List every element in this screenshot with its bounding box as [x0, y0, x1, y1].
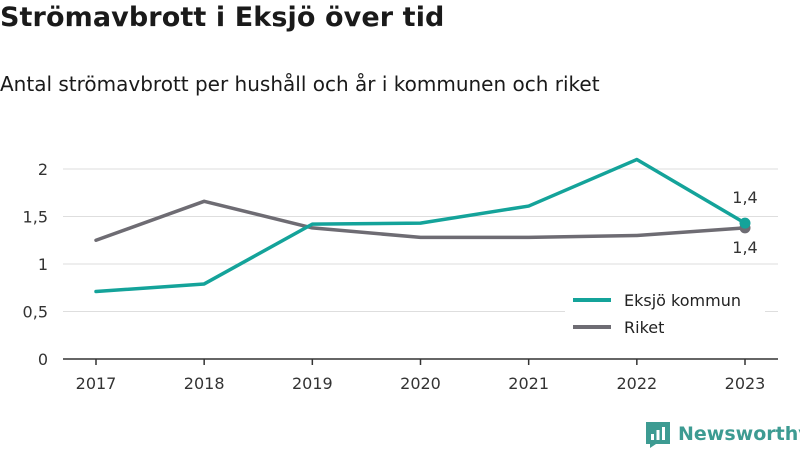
- y-tick-label: 0: [38, 350, 48, 369]
- legend-label-0: Eksjö kommun: [624, 291, 741, 310]
- y-tick-label: 1: [38, 255, 48, 274]
- x-tick-label: 2018: [184, 374, 225, 393]
- legend-box: [565, 284, 765, 344]
- y-tick-label: 1,5: [23, 208, 48, 227]
- end-label-1: 1,4: [732, 238, 757, 257]
- y-tick-label: 2: [38, 160, 48, 179]
- chart-subtitle: Antal strömavbrott per hushåll och år i …: [0, 72, 600, 96]
- x-axis: 2017 2018 2019 2020 2021 2022 2023: [63, 358, 778, 393]
- end-label-0: 1,4: [732, 188, 757, 207]
- x-tick-label: 2019: [292, 374, 333, 393]
- legend-label-1: Riket: [624, 318, 664, 337]
- x-tick-label: 2020: [400, 374, 441, 393]
- y-tick-label: 0,5: [23, 303, 48, 322]
- series-line-1: [94, 199, 747, 242]
- legend: Eksjö kommun Riket: [565, 284, 765, 344]
- series-lines: [94, 157, 751, 294]
- x-tick-label: 2023: [725, 374, 766, 393]
- brand-logo: Newsworthy: [644, 419, 800, 449]
- x-tick-label: 2017: [76, 374, 117, 393]
- x-tick-label: 2021: [508, 374, 549, 393]
- brand-name: Newsworthy: [678, 423, 800, 445]
- series-end-point-0: [739, 217, 751, 229]
- chart-title: Strömavbrott i Eksjö över tid: [0, 2, 445, 33]
- newsworthy-logo-icon: [646, 422, 670, 448]
- x-tick-label: 2022: [616, 374, 657, 393]
- y-axis-labels: 0 0,5 1 1,5 2: [23, 160, 48, 369]
- end-labels: 1,4 1,4: [732, 188, 757, 257]
- series-line-0: [94, 157, 747, 294]
